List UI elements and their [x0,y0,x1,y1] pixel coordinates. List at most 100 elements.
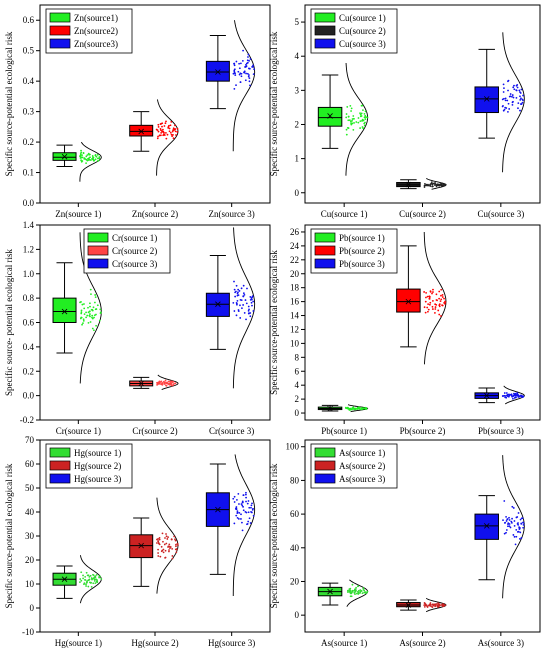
data-point [249,315,252,318]
data-point [233,64,236,67]
data-point [163,543,166,546]
legend-swatch [314,12,336,23]
legend-label: Cr(source 2) [112,246,157,256]
data-point [357,121,360,124]
data-point [511,103,514,106]
box-1 [317,106,343,127]
data-point [427,308,430,311]
data-point [516,86,519,89]
data-point [431,305,434,308]
data-point [355,121,358,123]
data-point [505,520,508,522]
data-point [438,297,441,300]
data-point [518,395,521,398]
data-point [85,316,87,319]
data-point [241,521,243,524]
data-point [89,305,91,308]
data-point [520,517,523,520]
data-point [519,531,522,534]
data-point [85,583,87,586]
data-point [517,107,519,110]
y-tick-label: 20 [290,269,300,279]
data-point [92,574,95,577]
data-point [355,408,358,410]
data-point [522,523,525,526]
data-point [164,122,167,125]
data-point [176,127,179,130]
data-point [366,116,369,119]
data-point [238,62,241,65]
box-2 [129,534,154,559]
data-point [82,577,85,580]
data-point [98,157,101,160]
data-point [164,537,166,539]
data-point [250,511,253,514]
y-tick-label: 3 [295,85,300,95]
data-point [522,395,525,398]
box-3 [205,292,230,317]
legend-label: Hg(source 1) [74,448,121,458]
data-point [98,319,101,322]
data-point [240,287,243,290]
data-point [249,84,251,87]
data-point [242,509,245,512]
data-point [363,112,366,115]
data-point [86,154,89,156]
data-point [157,555,160,557]
legend-swatch [87,232,109,243]
legend-swatch [314,38,336,49]
data-point [83,313,86,315]
y-axis-label: Specific source-potential ecological ris… [4,31,14,176]
data-point [425,291,427,294]
legend-swatch [87,258,109,269]
data-point [427,604,430,607]
data-point [431,185,434,188]
data-point [360,104,363,107]
data-point [83,303,85,305]
data-point [96,157,99,160]
data-point [90,293,92,296]
data-point [252,64,254,67]
data-point [429,185,432,187]
data-point [83,578,86,581]
data-point [162,540,164,543]
data-point [100,578,103,580]
data-point [430,603,432,606]
data-point [169,546,172,548]
data-point [94,294,97,296]
mean-marker [215,69,221,75]
data-point [173,535,176,538]
data-point [234,291,237,294]
x-tick-label: Cr(source 3) [209,426,254,436]
data-point [353,122,355,124]
data-point [95,574,98,576]
legend-swatch [87,245,109,256]
data-point [174,539,177,542]
data-point [87,152,90,155]
data-point [346,106,349,108]
data-point [248,80,251,83]
data-point [242,49,244,52]
data-point [239,304,241,307]
data-point [507,102,510,105]
data-point [516,392,519,394]
data-point [245,72,247,75]
x-tick-label: Zn(source 2) [132,209,178,219]
legend-swatch [314,460,336,471]
distribution-curve [502,455,525,599]
data-point [236,300,239,302]
y-tick-label: 4 [295,51,300,61]
data-point [97,159,100,162]
y-tick-label: 2 [295,394,300,404]
data-point [439,604,441,607]
data-point [513,84,515,87]
data-point [443,604,446,607]
data-point [360,406,363,409]
data-point [514,393,516,396]
data-point [170,133,173,136]
data-point [236,294,239,297]
data-point [350,407,352,410]
data-point [440,298,443,301]
data-point [168,130,171,133]
